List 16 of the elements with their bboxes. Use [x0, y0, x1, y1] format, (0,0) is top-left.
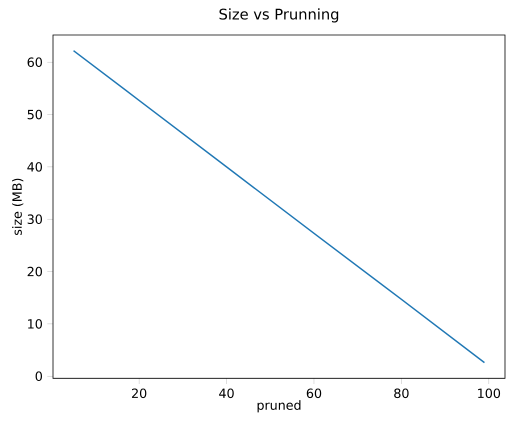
- y-tick-label: 50: [28, 110, 42, 120]
- x-tick-label: 60: [306, 388, 322, 398]
- y-tick-label: 60: [28, 57, 42, 68]
- y-tick-label: 0: [36, 371, 42, 382]
- x-tick-label: 100: [478, 388, 500, 398]
- y-tick-label: 20: [28, 266, 42, 276]
- y-tick-label: 40: [27, 162, 42, 172]
- x-tick-label: 20: [132, 388, 146, 398]
- chart-title: Size vs Prunning: [219, 8, 338, 23]
- y-tick-label: 10: [28, 319, 42, 329]
- x-axis-title: pruned: [258, 400, 300, 412]
- x-tick-label: 40: [219, 388, 234, 398]
- line-series: [72, 50, 486, 364]
- x-tick-label: 80: [394, 388, 409, 398]
- y-tick-label: 30: [28, 214, 42, 224]
- y-axis-title: size (MB): [12, 178, 24, 236]
